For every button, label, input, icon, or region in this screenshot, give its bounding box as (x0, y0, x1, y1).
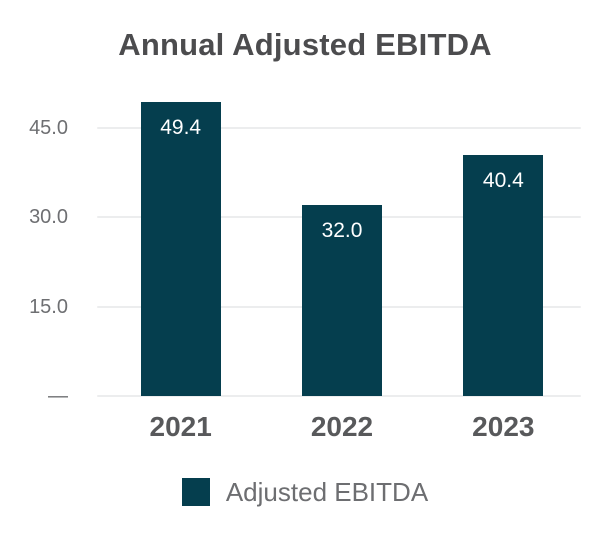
legend-swatch (181, 478, 210, 506)
x-axis-label-2021: 2021 (149, 411, 212, 442)
y-axis-tick-label-0: — (48, 385, 68, 407)
bar-2022[interactable]: 32.0 (302, 205, 382, 396)
y-axis-tick-label-30: 30.0 (29, 206, 68, 229)
bar-value-label-2022: 32.0 (321, 219, 363, 242)
bar-value-label-2023: 40.4 (482, 169, 524, 192)
y-axis-tick-label-15: 15.0 (29, 295, 68, 318)
gridline-0 (97, 395, 581, 397)
bar-2023[interactable]: 40.4 (463, 155, 544, 396)
x-axis-label-2023: 2023 (472, 411, 535, 442)
x-axis-label-2022: 2022 (310, 411, 374, 442)
bar-2021[interactable]: 49.4 (140, 102, 221, 396)
gridline-45 (97, 126, 581, 129)
y-axis-tick-label-45: 45.0 (29, 116, 68, 139)
legend-item-adjusted-ebitda[interactable]: Adjusted EBITDA (181, 477, 429, 507)
chart-title: Annual Adjusted EBITDA (118, 27, 492, 62)
legend: Adjusted EBITDA (0, 477, 610, 507)
bar-value-label-2021: 49.4 (160, 116, 202, 139)
legend-label: Adjusted EBITDA (225, 477, 429, 507)
